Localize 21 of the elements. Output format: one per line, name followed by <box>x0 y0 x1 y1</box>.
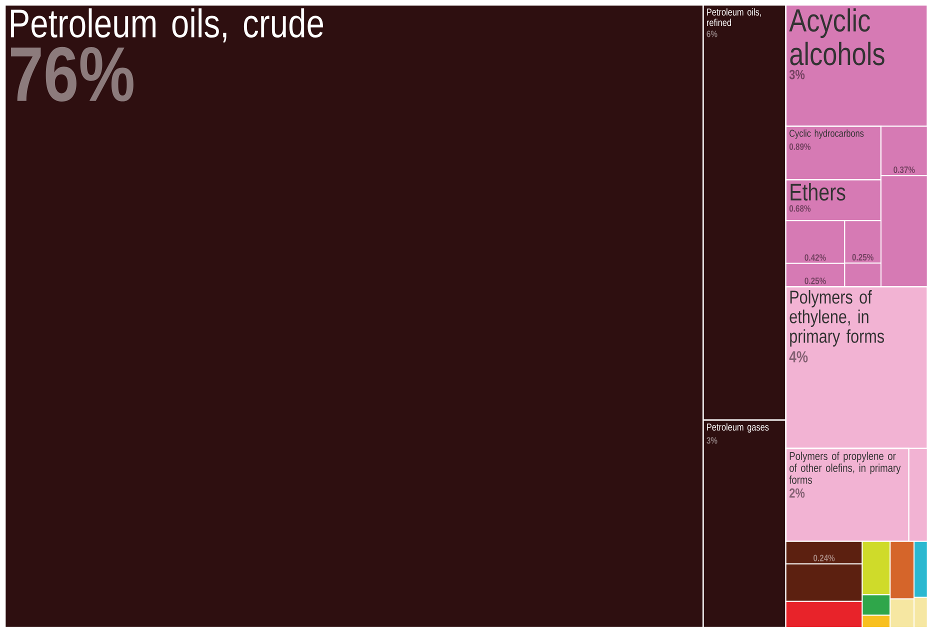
data-label: 0.68% <box>789 205 811 212</box>
text: 0.24% <box>814 554 835 562</box>
data-label: 4% <box>789 351 808 363</box>
data-label: 3% <box>789 70 805 80</box>
category-label: Ethers <box>790 183 846 201</box>
data-label: 6% <box>706 30 718 38</box>
category-label: Polymers of ethylene, in primary forms <box>790 290 884 347</box>
data-label: 76% <box>10 47 134 102</box>
category-label: Cyclic hydrocarbons <box>790 130 864 140</box>
data-label: 0.89% <box>789 144 811 150</box>
category-label: Acyclic alcohols <box>789 8 884 66</box>
category-label: Petroleum oils, crude <box>10 8 324 43</box>
category-label: Polymers of propylene or of other olefins, in primary forms <box>789 452 901 484</box>
category-label: Petroleum oils, refined <box>706 8 761 26</box>
text: 0.42% <box>804 254 826 262</box>
text: 0.25% <box>852 254 874 261</box>
data-label: 3% <box>706 437 718 444</box>
category-label: Petroleum gases <box>707 424 769 433</box>
text: 0.25% <box>804 278 826 284</box>
data-label: 2% <box>790 488 805 498</box>
text: 0.37% <box>894 166 915 174</box>
